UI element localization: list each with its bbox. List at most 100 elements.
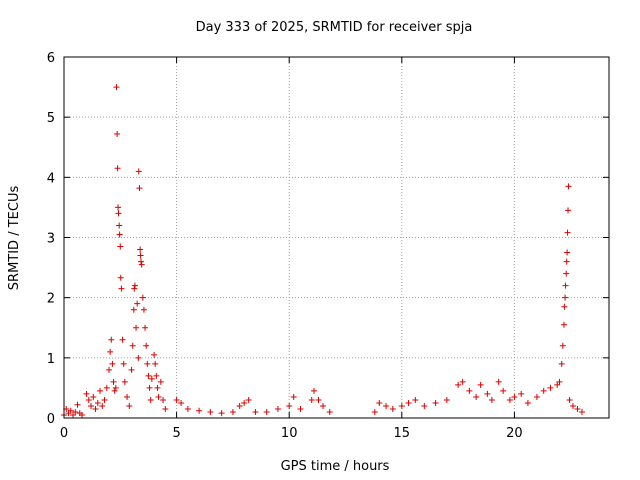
- data-point: [290, 393, 297, 400]
- data-point: [155, 393, 162, 400]
- data-point: [263, 408, 270, 415]
- data-point: [506, 396, 513, 403]
- data-point: [148, 375, 155, 382]
- data-point: [117, 243, 124, 250]
- data-point: [114, 165, 121, 172]
- data-point: [196, 407, 203, 414]
- data-point: [383, 402, 390, 409]
- data-point: [533, 393, 540, 400]
- data-point: [477, 381, 484, 388]
- chart-title: Day 333 of 2025, SRMTID for receiver spj…: [196, 20, 473, 35]
- data-point: [554, 381, 561, 388]
- data-point: [130, 306, 137, 313]
- data-point: [563, 270, 570, 277]
- data-point: [110, 378, 117, 385]
- x-tick-label: 10: [281, 426, 298, 441]
- data-point: [466, 387, 473, 394]
- data-point: [207, 408, 214, 415]
- data-point: [108, 336, 115, 343]
- data-point: [540, 387, 547, 394]
- data-point: [274, 405, 281, 412]
- data-point: [138, 261, 145, 268]
- data-point: [245, 396, 252, 403]
- data-point: [564, 229, 571, 236]
- data-point: [79, 411, 86, 418]
- data-point: [137, 246, 144, 253]
- data-point: [371, 408, 378, 415]
- data-point: [107, 348, 114, 355]
- data-point: [116, 231, 123, 238]
- data-point: [109, 360, 116, 367]
- data-point: [136, 185, 143, 192]
- y-tick-label: 5: [47, 111, 55, 126]
- data-point: [142, 324, 149, 331]
- data-point: [67, 407, 74, 414]
- y-tick-label: 0: [47, 412, 55, 427]
- data-point: [124, 393, 131, 400]
- data-point: [578, 408, 585, 415]
- data-point: [398, 402, 405, 409]
- data-point: [561, 303, 568, 310]
- data-point: [146, 384, 153, 391]
- data-point: [160, 396, 167, 403]
- data-point: [131, 285, 138, 292]
- data-point: [473, 393, 480, 400]
- data-point: [138, 258, 145, 265]
- data-point: [562, 282, 569, 289]
- data-point: [455, 381, 462, 388]
- data-point: [562, 294, 569, 301]
- data-point: [121, 378, 128, 385]
- data-point: [162, 405, 169, 412]
- y-tick-label: 2: [47, 292, 55, 307]
- x-tick-label: 0: [60, 426, 68, 441]
- data-point: [443, 396, 450, 403]
- data-point: [389, 405, 396, 412]
- data-point: [70, 411, 77, 418]
- data-point: [111, 387, 118, 394]
- data-point: [566, 396, 573, 403]
- grid: [64, 57, 609, 418]
- data-point: [310, 387, 317, 394]
- data-point: [134, 300, 141, 307]
- data-point: [85, 396, 92, 403]
- data-point: [131, 282, 138, 289]
- data-point: [569, 402, 576, 409]
- data-point: [319, 402, 326, 409]
- data-point: [145, 372, 152, 379]
- data-points: [61, 84, 585, 418]
- data-point: [129, 342, 136, 349]
- data-point: [564, 249, 571, 256]
- x-tick-label: 5: [172, 426, 180, 441]
- data-point: [147, 396, 154, 403]
- data-point: [511, 393, 518, 400]
- data-point: [432, 399, 439, 406]
- y-tick-label: 4: [47, 171, 55, 186]
- data-point: [144, 360, 151, 367]
- data-point: [152, 360, 159, 367]
- x-axis-label: GPS time / hours: [281, 459, 390, 474]
- data-point: [421, 402, 428, 409]
- data-point: [518, 390, 525, 397]
- data-point: [500, 387, 507, 394]
- data-point: [112, 384, 119, 391]
- data-point: [459, 378, 466, 385]
- data-point: [565, 207, 572, 214]
- data-point: [315, 396, 322, 403]
- data-point: [252, 408, 259, 415]
- data-point: [133, 324, 140, 331]
- data-point: [126, 402, 133, 409]
- data-point: [326, 408, 333, 415]
- plot-frame: [63, 56, 610, 419]
- axis-ticks: 0 5 10 15 20 0 1 2 3 4 5 6: [47, 51, 609, 441]
- data-point: [563, 258, 570, 265]
- data-point: [113, 84, 120, 91]
- data-point: [286, 402, 293, 409]
- data-point: [154, 384, 161, 391]
- data-point: [488, 396, 495, 403]
- data-point: [495, 378, 502, 385]
- data-point: [547, 384, 554, 391]
- data-point: [524, 399, 531, 406]
- data-point: [83, 390, 90, 397]
- data-point: [412, 396, 419, 403]
- y-tick-label: 1: [47, 352, 55, 367]
